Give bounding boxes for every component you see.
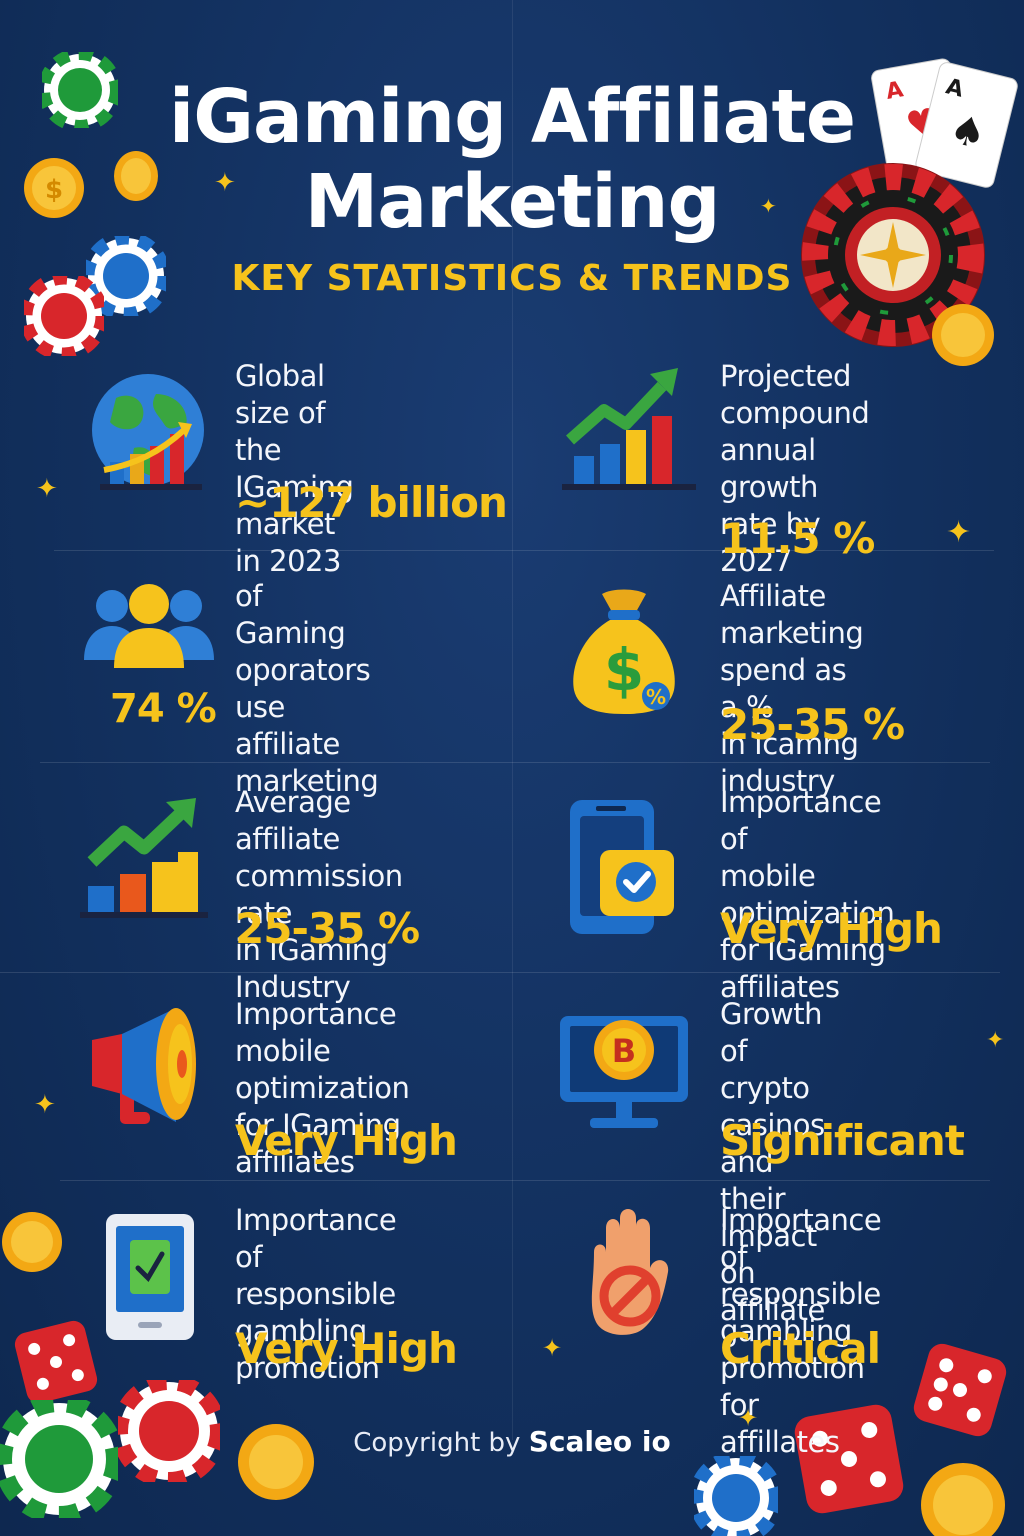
stat-label: Affiliate marketing spend as a % in Icam… <box>720 579 864 798</box>
stat-value: Very High <box>235 1116 458 1165</box>
casino-chip-blue-icon <box>86 236 166 316</box>
dice-icon <box>794 1404 904 1514</box>
stop-hand-icon <box>591 1209 669 1335</box>
stat-value: 25-35 % <box>235 904 420 953</box>
stat-label: Importance mobile optimization for IGami… <box>235 997 410 1179</box>
page-title-line1: iGaming Affiliate <box>168 74 856 160</box>
coin-icon <box>921 1463 1005 1536</box>
sparkle-icon: ✦ <box>542 1334 563 1362</box>
casino-chip-red-icon <box>118 1380 220 1482</box>
stat-label: Importance of responsible gambling promo… <box>235 1203 397 1385</box>
coin-icon <box>932 304 994 366</box>
sparkle-icon: ✦ <box>760 194 777 218</box>
stat-value: 25-35 % <box>720 700 905 749</box>
stat-label: Importance of mobile optimization for IG… <box>720 785 895 1004</box>
users-group-icon <box>84 584 214 668</box>
svg-text:%: % <box>646 685 666 709</box>
bitcoin-monitor-icon: B <box>560 1016 688 1128</box>
svg-text:B: B <box>612 1032 636 1070</box>
coin-icon <box>238 1424 314 1500</box>
casino-chip-green-icon <box>0 1400 118 1518</box>
growth-chart-icon <box>562 368 696 490</box>
copyright-prefix: Copyright by <box>353 1428 529 1458</box>
sparkle-icon: ✦ <box>986 1028 1005 1053</box>
bar-chart-arrow-icon <box>80 798 208 918</box>
casino-chip-blue-icon <box>694 1456 778 1536</box>
sparkle-icon: ✦ <box>214 168 236 198</box>
stat-value: Critical <box>720 1324 881 1373</box>
stat-value: Significant <box>720 1116 965 1165</box>
money-bag-icon: $ % <box>573 589 675 714</box>
page-title-line2: Marketing <box>304 159 721 245</box>
column-divider <box>512 0 513 1440</box>
stat-value: Very High <box>720 904 943 953</box>
stat-label: Projected compound annual growth rate by… <box>720 359 870 578</box>
globe-chart-icon <box>92 374 204 490</box>
playing-cards-icon: A♥ A♠ <box>871 58 1018 188</box>
stat-label: Growth of crypto casinos and their impac… <box>720 997 825 1327</box>
sparkle-icon: ✦ <box>738 1404 759 1432</box>
mobile-check-icon <box>570 800 674 934</box>
row-divider <box>54 550 994 551</box>
svg-text:A: A <box>943 74 966 102</box>
coin-icon <box>114 151 158 201</box>
coin-icon <box>2 1212 62 1272</box>
stat-label: Average affiliate commission rate in IGa… <box>235 785 403 1004</box>
row-divider <box>0 972 1000 973</box>
stat-value: Very High <box>235 1324 458 1373</box>
sparkle-icon: ✦ <box>34 1090 56 1120</box>
stat-value: 11.5 % <box>720 514 875 563</box>
roulette-wheel-icon <box>801 163 985 347</box>
svg-text:$: $ <box>604 636 644 704</box>
dice-icon <box>913 1343 1007 1437</box>
brand-name: Scaleo io <box>528 1425 671 1458</box>
sparkle-icon: ✦ <box>946 515 972 550</box>
stat-value: ~127 billion <box>235 478 508 527</box>
stat-label: of Gaming oporators use affiliate market… <box>235 579 379 798</box>
megaphone-icon <box>92 1008 196 1124</box>
svg-text:$: $ <box>45 175 63 205</box>
stat-label: Importance of responsible gambling promo… <box>720 1203 882 1459</box>
stat-value: 74 % <box>110 686 217 732</box>
tablet-check-icon <box>106 1214 194 1340</box>
sparkle-icon: ✦ <box>36 474 58 504</box>
stat-label: Global size of the IGaming market in 202… <box>235 359 354 578</box>
casino-chip-green-icon <box>42 52 118 128</box>
coin-icon: $ <box>24 158 84 218</box>
casino-chip-red-icon <box>24 276 104 356</box>
row-divider <box>60 1180 990 1181</box>
page-subtitle: KEY STATISTICS & TRENDS <box>231 258 793 299</box>
svg-text:A: A <box>884 77 905 105</box>
row-divider <box>40 762 990 763</box>
copyright-footer: Copyright by Scaleo io <box>0 1425 1024 1458</box>
dice-icon <box>14 1320 98 1404</box>
